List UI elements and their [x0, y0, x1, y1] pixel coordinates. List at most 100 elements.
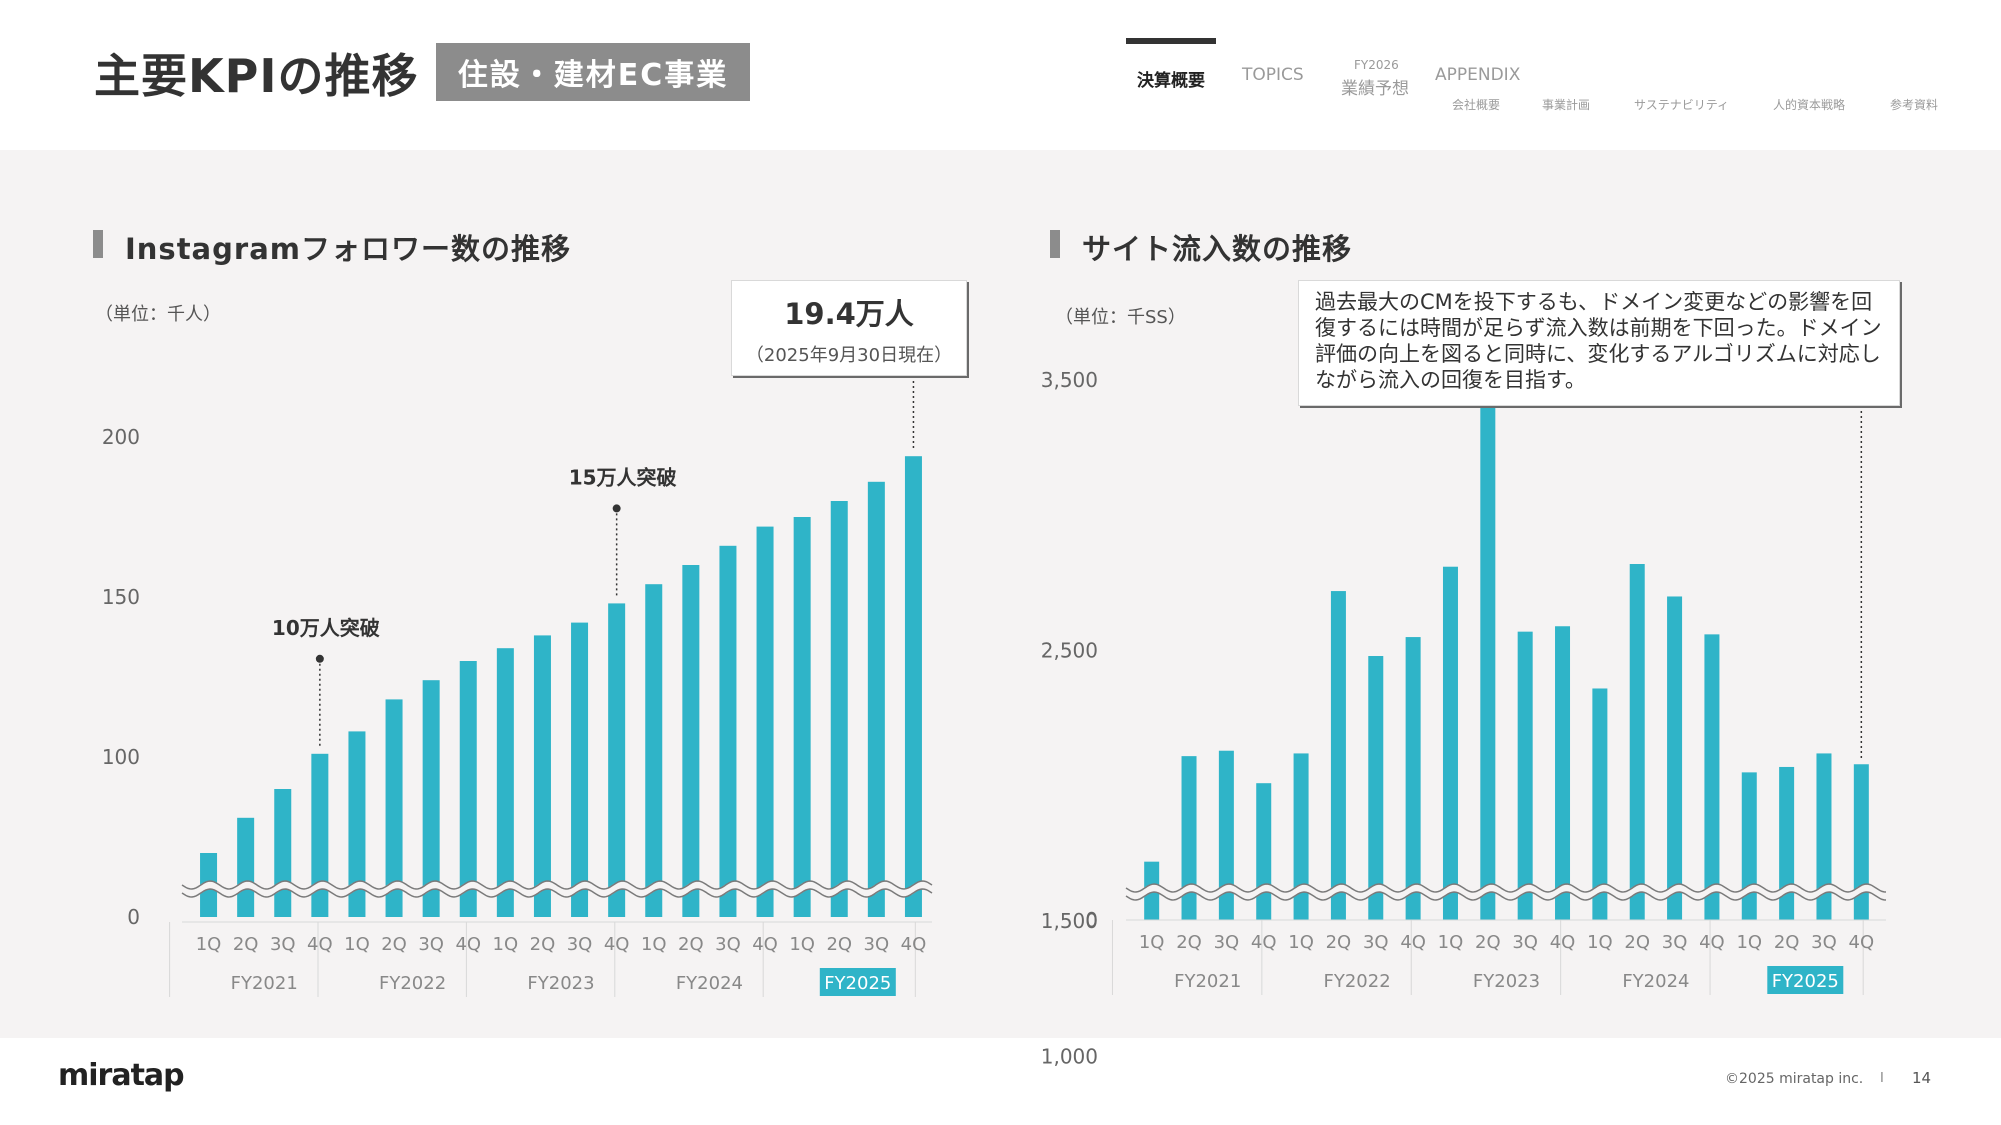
- bar: [311, 753, 329, 917]
- quarter-label: 2Q: [1326, 932, 1352, 953]
- nav-sub-human-capital[interactable]: 人的資本戦略: [1773, 98, 1846, 112]
- heading-marker: [93, 230, 103, 258]
- fy-label: FY2025: [824, 973, 891, 994]
- heading-marker: [1050, 230, 1060, 258]
- bar: [1442, 566, 1458, 920]
- header: 主要KPIの推移 住設・建材EC事業 決算概要 TOPICS FY2026 業績…: [0, 0, 2001, 150]
- nav-tab-results[interactable]: 決算概要: [1137, 71, 1205, 91]
- quarter-label: 4Q: [1699, 932, 1725, 953]
- quarter-label: 2Q: [381, 934, 407, 955]
- right-note-box: 過去最大のCMを投下するも、ドメイン変更などの影響を回復するには時間が足らず流入…: [1298, 280, 1900, 406]
- quarter-label: 1Q: [196, 934, 222, 955]
- fy-label: FY2021: [1174, 971, 1241, 992]
- section-badge: 住設・建材EC事業: [436, 43, 750, 101]
- y-tick-label: 3,500: [1041, 368, 1098, 392]
- quarter-label: 2Q: [1475, 932, 1501, 953]
- nav-tab-appendix[interactable]: APPENDIX: [1435, 65, 1521, 85]
- copyright: ©2025 miratap inc.: [1725, 1071, 1864, 1087]
- bar: [1555, 626, 1571, 920]
- bar: [1816, 753, 1832, 920]
- bar: [385, 699, 403, 917]
- annotation-dot: [612, 504, 621, 513]
- quarter-label: 3Q: [567, 934, 593, 955]
- fy-label: FY2025: [1772, 971, 1839, 992]
- nav-sub-company[interactable]: 会社概要: [1452, 98, 1501, 112]
- bar: [1181, 756, 1197, 920]
- miratap-logo: miratap: [58, 1058, 185, 1093]
- bar: [459, 661, 477, 917]
- nav-tab-topics[interactable]: TOPICS: [1242, 65, 1304, 85]
- quarter-label: 3Q: [1662, 932, 1688, 953]
- right-chart-title: サイト流入数の推移: [1082, 232, 1353, 266]
- quarter-label: 1Q: [493, 934, 519, 955]
- nav-tab-forecast[interactable]: 業績予想: [1341, 79, 1409, 99]
- bar: [1741, 772, 1757, 920]
- quarter-label: 3Q: [864, 934, 890, 955]
- bar: [830, 501, 848, 917]
- quarter-label: 1Q: [1139, 932, 1165, 953]
- footer-separator: I: [1880, 1071, 1884, 1086]
- y-tick-label: 1,000: [1041, 1045, 1098, 1069]
- bar: [237, 817, 255, 917]
- nav-sub-sustainability[interactable]: サステナビリティ: [1634, 98, 1730, 112]
- quarter-label: 4Q: [1550, 932, 1576, 953]
- fy-label: FY2022: [1324, 971, 1391, 992]
- callout-value: 19.4万人: [784, 297, 914, 331]
- quarter-label: 1Q: [1438, 932, 1464, 953]
- bar: [793, 517, 811, 917]
- bar: [1629, 564, 1645, 920]
- quarter-label: 2Q: [826, 934, 852, 955]
- left-callout: 19.4万人 （2025年9月30日現在）: [731, 280, 967, 376]
- axis-break-line: [1125, 883, 1887, 893]
- quarter-label: 4Q: [604, 934, 630, 955]
- charts-canvas: 0 100 150 200 1Q 2Q 3Q 4Q 1Q 2Q 3Q 4Q 1Q 2Q 3Q 4Q 1Q 2Q 3Q…: [102, 368, 1887, 1069]
- nav-active-indicator: [1126, 38, 1216, 44]
- left-chart-title: Instagramフォロワー数の推移: [125, 232, 571, 266]
- quarter-label: 3Q: [270, 934, 296, 955]
- axis-break-line: [181, 880, 933, 890]
- bar: [1293, 753, 1309, 920]
- y-tick-label: 2,500: [1041, 639, 1098, 663]
- axis-break-wave: [179, 880, 935, 898]
- bar: [571, 622, 589, 917]
- bar: [1218, 750, 1234, 920]
- annotation-label: 15万人突破: [569, 465, 677, 489]
- bar: [496, 648, 514, 917]
- right-note-text: 過去最大のCMを投下するも、ドメイン変更などの影響を回復するには時間が足らず流入…: [1315, 290, 1882, 392]
- fy-label: FY2023: [1473, 971, 1540, 992]
- nav-tab-forecast-year[interactable]: FY2026: [1354, 58, 1399, 72]
- quarter-label: 3Q: [1363, 932, 1389, 953]
- right-unit-label: （単位：千SS）: [1055, 307, 1186, 328]
- bar: [348, 731, 366, 917]
- quarter-label: 2Q: [1774, 932, 1800, 953]
- quarter-label: 1Q: [1288, 932, 1314, 953]
- left-unit-label: （単位：千人）: [95, 304, 221, 325]
- quarter-label: 4Q: [307, 934, 333, 955]
- bar: [1480, 388, 1496, 920]
- axis-break-line: [1125, 891, 1887, 901]
- quarter-label: 1Q: [1736, 932, 1762, 953]
- bar: [756, 526, 774, 917]
- bar: [719, 545, 737, 917]
- quarter-label: 2Q: [233, 934, 259, 955]
- bar: [645, 584, 663, 917]
- left-chart-heading: Instagramフォロワー数の推移: [93, 226, 571, 268]
- y-tick-label: 200: [102, 425, 140, 449]
- annotation-dot: [315, 654, 324, 663]
- bar: [1592, 688, 1608, 920]
- quarter-label: 2Q: [1624, 932, 1650, 953]
- quarter-label: 3Q: [1811, 932, 1837, 953]
- axis-break-wave: [1123, 883, 1887, 901]
- quarter-label: 3Q: [715, 934, 741, 955]
- quarter-label: 3Q: [418, 934, 444, 955]
- nav-sub-plan[interactable]: 事業計画: [1542, 98, 1591, 112]
- quarter-label: 4Q: [455, 934, 481, 955]
- right-chart-heading: サイト流入数の推移: [1050, 226, 1352, 268]
- bar: [1704, 634, 1720, 920]
- quarter-label: 2Q: [530, 934, 556, 955]
- nav-sub-reference[interactable]: 参考資料: [1890, 98, 1939, 112]
- bar: [682, 565, 700, 917]
- y-tick-label: 100: [102, 745, 140, 769]
- y-tick-label: 0: [127, 905, 140, 929]
- fy-label: FY2023: [527, 973, 594, 994]
